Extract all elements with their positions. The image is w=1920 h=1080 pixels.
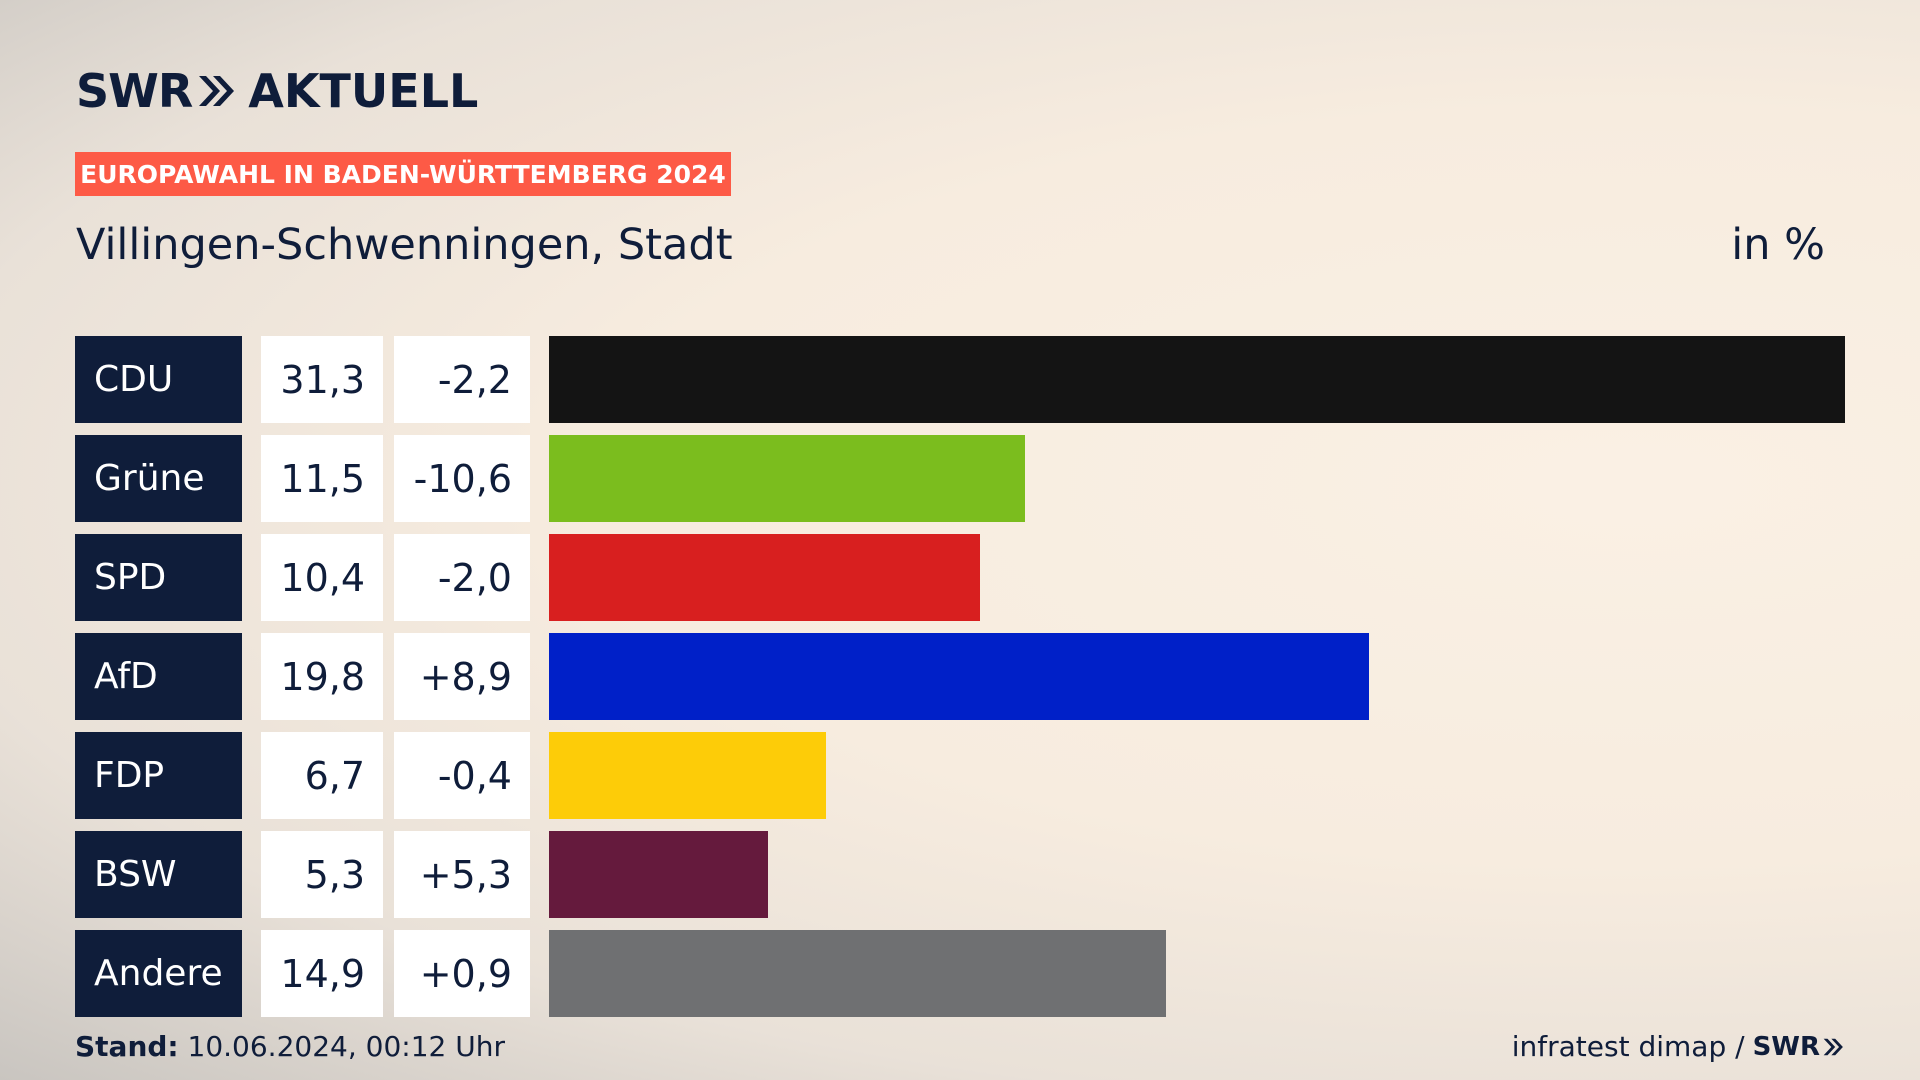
logo-aktuell: AKTUELL <box>248 64 479 118</box>
source-brand: SWR <box>1752 1031 1820 1062</box>
result-bar <box>549 831 768 918</box>
vote-share-label: 10,4 <box>261 534 383 621</box>
vote-share-label: 19,8 <box>261 633 383 720</box>
party-label: SPD <box>75 534 242 621</box>
change-label: +5,3 <box>394 831 530 918</box>
party-label: Andere <box>75 930 242 1017</box>
result-row: FDP 6,7 -0,4 <box>0 732 1920 819</box>
source-text: infratest dimap / <box>1511 1030 1745 1063</box>
party-label: CDU <box>75 336 242 423</box>
change-label: +0,9 <box>394 930 530 1017</box>
result-bar <box>549 732 826 819</box>
result-bar <box>549 336 1845 423</box>
result-bar <box>549 633 1369 720</box>
stand-label: Stand: <box>75 1030 179 1063</box>
vote-share-label: 14,9 <box>261 930 383 1017</box>
party-label: AfD <box>75 633 242 720</box>
vote-share-label: 11,5 <box>261 435 383 522</box>
unit-label: in % <box>1731 220 1825 270</box>
stand-value: 10.06.2024, 00:12 Uhr <box>178 1030 505 1063</box>
timestamp: Stand: 10.06.2024, 00:12 Uhr <box>75 1030 505 1063</box>
change-label: +8,9 <box>394 633 530 720</box>
result-row: CDU 31,3 -2,2 <box>0 336 1920 423</box>
vote-share-label: 6,7 <box>261 732 383 819</box>
party-label: Grüne <box>75 435 242 522</box>
result-bar <box>549 435 1025 522</box>
result-bar <box>549 534 980 621</box>
result-row: AfD 19,8 +8,9 <box>0 633 1920 720</box>
result-row: BSW 5,3 +5,3 <box>0 831 1920 918</box>
logo-swr: SWR <box>76 64 193 118</box>
result-row: Andere 14,9 +0,9 <box>0 930 1920 1017</box>
election-badge: EUROPAWAHL IN BADEN-WÜRTTEMBERG 2024 <box>75 152 731 196</box>
vote-share-label: 31,3 <box>261 336 383 423</box>
party-label: FDP <box>75 732 242 819</box>
swr-aktuell-logo: SWR AKTUELL <box>76 64 479 118</box>
change-label: -0,4 <box>394 732 530 819</box>
vote-share-label: 5,3 <box>261 831 383 918</box>
result-row: SPD 10,4 -2,0 <box>0 534 1920 621</box>
change-label: -2,2 <box>394 336 530 423</box>
result-bar <box>549 930 1166 1017</box>
source-credit: infratest dimap / SWR <box>1512 1030 1844 1063</box>
region-title: Villingen-Schwenningen, Stadt <box>76 220 733 270</box>
change-label: -10,6 <box>394 435 530 522</box>
party-label: BSW <box>75 831 242 918</box>
result-row: Grüne 11,5 -10,6 <box>0 435 1920 522</box>
double-chevron-icon <box>199 76 235 106</box>
double-chevron-icon-small <box>1823 1038 1843 1055</box>
change-label: -2,0 <box>394 534 530 621</box>
